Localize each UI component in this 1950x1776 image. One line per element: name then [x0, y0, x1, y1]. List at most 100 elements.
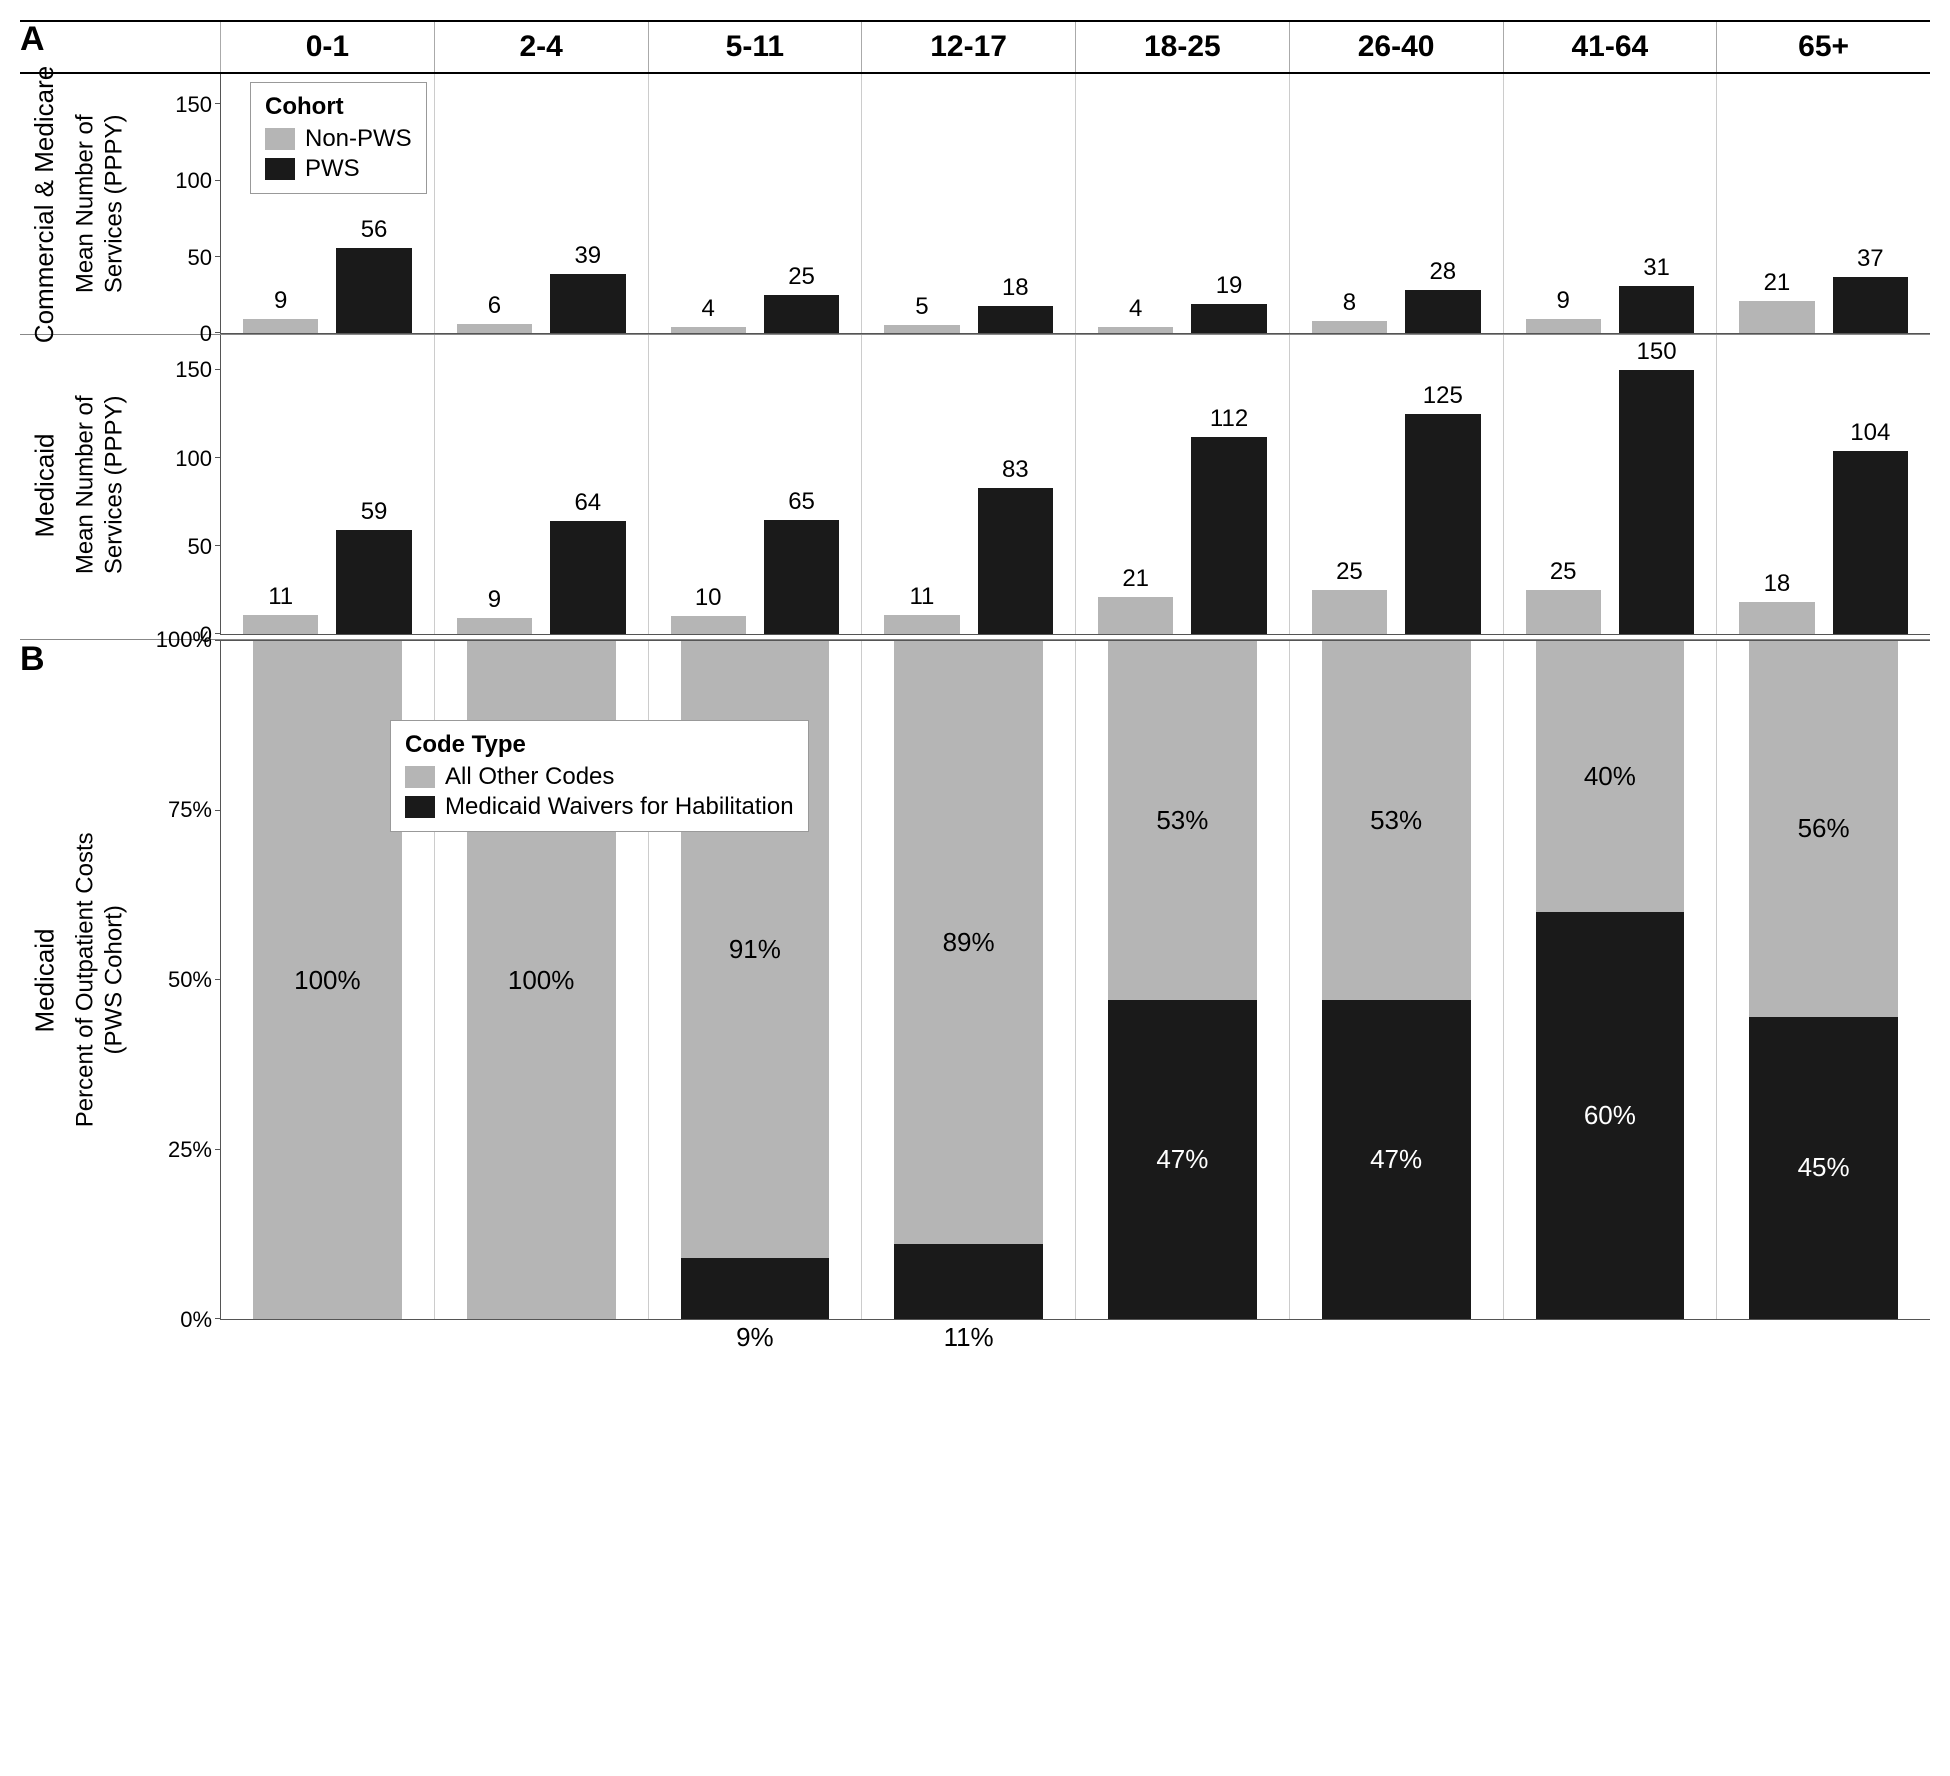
facet: 6 39	[434, 74, 648, 333]
segment-other-codes: 89%	[894, 641, 1043, 1244]
segment-waivers-label-outside: 9%	[649, 1322, 862, 1353]
bar-pws: 65	[764, 335, 839, 634]
figure: A 0-12-45-1112-1718-2526-4041-6465+ Comm…	[20, 20, 1930, 1360]
segment-other-codes: 100%	[253, 641, 402, 1319]
bar-non-pws: 4	[1098, 74, 1173, 333]
bar-value-label: 4	[702, 295, 715, 323]
bar-pws: 18	[978, 74, 1053, 333]
bar-non-pws: 9	[457, 335, 532, 634]
segment-waivers: 45%	[1749, 1017, 1898, 1319]
y-axis: 050100150	[130, 335, 220, 635]
bar-pws: 125	[1405, 335, 1480, 634]
segment-waivers	[681, 1258, 830, 1319]
facet: 9 31	[1503, 74, 1717, 333]
bar-value-label: 31	[1643, 254, 1670, 282]
age-group-cell: 5-11	[648, 22, 862, 72]
row-outer-label: Medicaid	[20, 640, 70, 1320]
legend-label: All Other Codes	[445, 763, 614, 791]
bar-value-label: 37	[1857, 245, 1884, 273]
bar-pws: 64	[550, 335, 625, 634]
bar-non-pws: 18	[1739, 335, 1814, 634]
y-tick: 50	[188, 534, 212, 560]
y-tick: 75%	[168, 797, 212, 823]
bar-value-label: 65	[788, 488, 815, 516]
bar	[550, 521, 625, 634]
panel-a-letter: A	[20, 20, 45, 59]
bar-pws: 25	[764, 74, 839, 333]
facet: 18 104	[1716, 335, 1930, 634]
bar-value-label: 9	[1557, 287, 1570, 315]
bar-non-pws: 8	[1312, 74, 1387, 333]
bar	[243, 319, 318, 333]
bar-non-pws: 4	[671, 74, 746, 333]
y-tick: 150	[175, 357, 212, 383]
legend-title: Code Type	[405, 731, 794, 759]
bar	[978, 488, 1053, 634]
plot-strip: 9566394255184198289312137	[220, 74, 1930, 334]
segment-other-codes: 56%	[1749, 641, 1898, 1017]
bar	[457, 324, 532, 333]
bar	[336, 248, 411, 333]
bar-value-label: 25	[788, 263, 815, 291]
y-tick: 100	[175, 446, 212, 472]
bar	[671, 327, 746, 333]
facet: 518	[861, 74, 1075, 333]
bar-pws: 37	[1833, 74, 1908, 333]
legend-item: PWS	[265, 155, 412, 183]
bar-non-pws: 25	[1312, 335, 1387, 634]
bar	[336, 530, 411, 634]
segment-other-codes: 53%	[1108, 641, 1257, 1000]
bar-value-label: 4	[1129, 295, 1142, 323]
bar-pws: 31	[1619, 74, 1694, 333]
bar	[884, 615, 959, 634]
age-group-cell: 2-4	[434, 22, 648, 72]
bar	[1526, 590, 1601, 634]
facet: 60%40%	[1503, 641, 1717, 1319]
bar-pws: 104	[1833, 335, 1908, 634]
stacked-bar: 45%56%	[1749, 641, 1898, 1319]
bar	[243, 615, 318, 634]
facet: 4 25	[648, 74, 862, 333]
segment-waivers	[894, 1244, 1043, 1319]
facet: 9 64	[434, 335, 648, 634]
bar-value-label: 125	[1423, 382, 1463, 410]
bar-non-pws: 25	[1526, 335, 1601, 634]
bar	[1833, 451, 1908, 634]
y-tick: 100	[175, 168, 212, 194]
facet: 1183	[861, 335, 1075, 634]
row-y-label: Percent of Outpatient Costs(PWS Cohort)	[70, 640, 130, 1320]
facet: 21112	[1075, 335, 1289, 634]
stacked-bar: 89%	[894, 641, 1043, 1319]
bar-value-label: 6	[488, 292, 501, 320]
facet: 1159	[221, 335, 434, 634]
row-labels: Commercial & MedicareMean Number ofServi…	[20, 74, 220, 334]
bar-value-label: 64	[574, 489, 601, 517]
facet: 25 125	[1289, 335, 1503, 634]
bar	[1833, 277, 1908, 333]
legend-label: PWS	[305, 155, 360, 183]
row-labels: MedicaidMean Number ofServices (PPPY)050…	[20, 335, 220, 635]
segment-other-codes: 40%	[1536, 641, 1685, 912]
y-tick: 150	[175, 92, 212, 118]
bar-non-pws: 6	[457, 74, 532, 333]
bar-value-label: 9	[488, 586, 501, 614]
row-y-label: Mean Number ofServices (PPPY)	[70, 335, 130, 635]
age-group-header: 0-12-45-1112-1718-2526-4041-6465+	[20, 20, 1930, 74]
age-group-cell: 18-25	[1075, 22, 1289, 72]
code-type-legend: Code Type All Other CodesMedicaid Waivers…	[390, 720, 809, 832]
legend-swatch	[265, 128, 295, 150]
panel-b-row: MedicaidPercent of Outpatient Costs(PWS …	[20, 640, 1930, 1320]
bar-value-label: 25	[1336, 558, 1363, 586]
bar-non-pws: 9	[1526, 74, 1601, 333]
bar	[1312, 590, 1387, 634]
bar	[978, 306, 1053, 333]
bar-pws: 39	[550, 74, 625, 333]
legend-label: Medicaid Waivers for Habilitation	[445, 793, 794, 821]
row-outer-label: Commercial & Medicare	[20, 74, 70, 334]
bar-value-label: 19	[1216, 272, 1243, 300]
y-axis: 050100150	[130, 74, 220, 334]
bar-pws: 83	[978, 335, 1053, 634]
bar-value-label: 10	[695, 584, 722, 612]
bar-value-label: 9	[274, 287, 287, 315]
bar-value-label: 18	[1002, 274, 1029, 302]
